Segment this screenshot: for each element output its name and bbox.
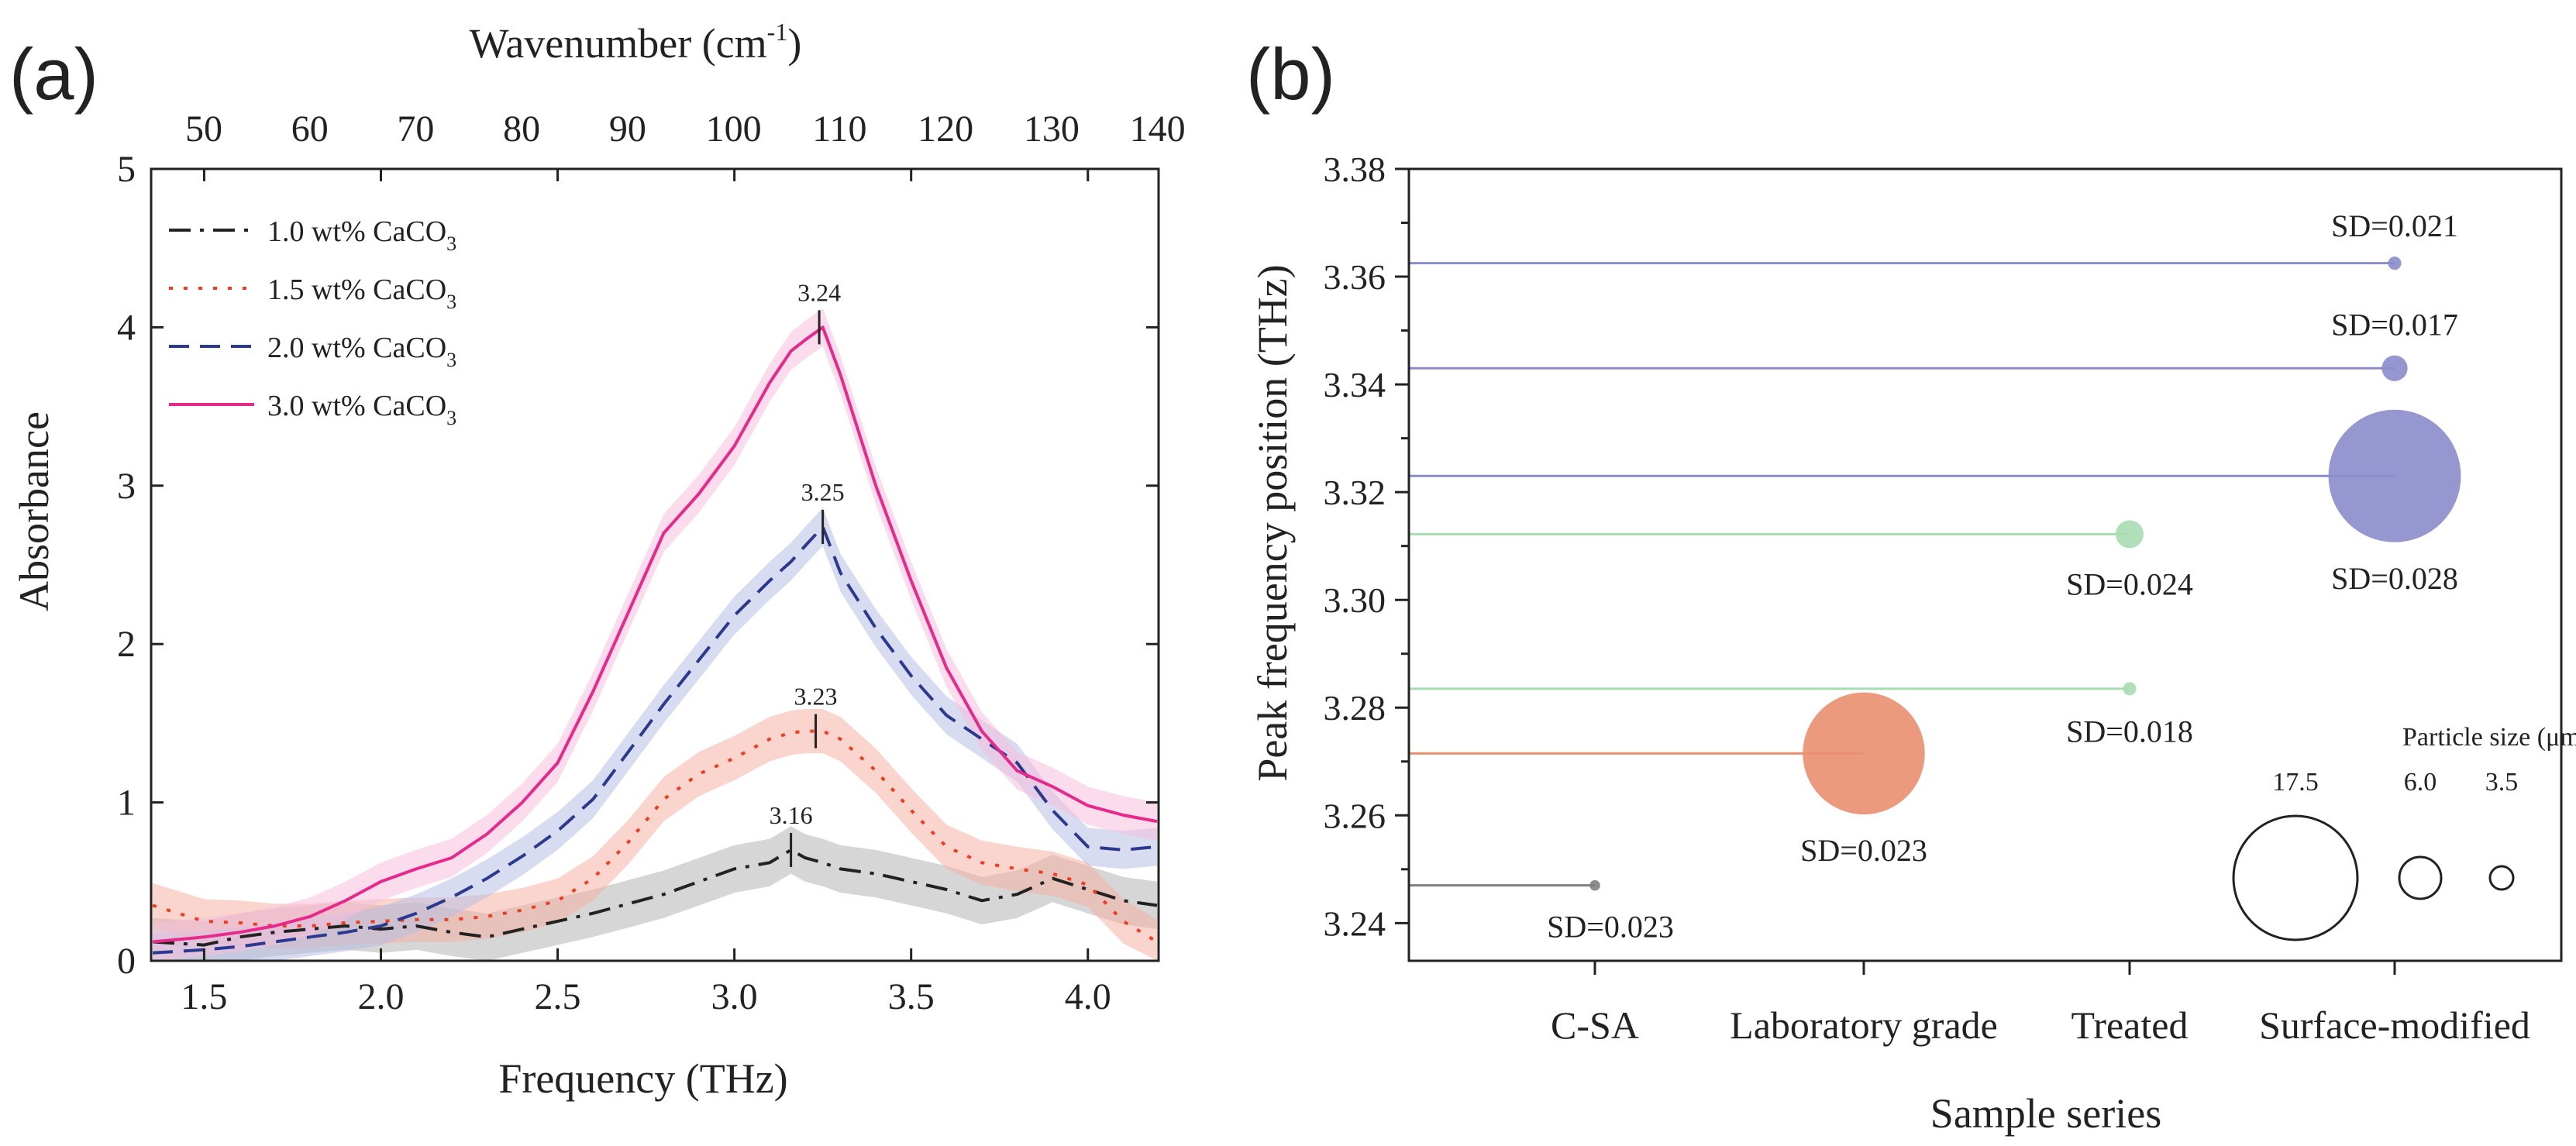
x-tick-label: 2.0 xyxy=(357,976,404,1017)
top-tick-label: 140 xyxy=(1130,108,1186,150)
peak-label: 3.23 xyxy=(794,683,838,711)
y-tick-label: 2 xyxy=(117,624,136,665)
panel-b-plot: SD=0.023 SD=0.023 SD=0.018 SD=0.024 SD=0.028… xyxy=(1324,150,2576,1047)
legend-label: 1.5 wt% CaCO3 xyxy=(267,274,456,313)
data-point xyxy=(1589,879,1600,891)
size-legend-circle xyxy=(2398,855,2443,900)
size-legend-title: Particle size (μm) xyxy=(2402,723,2576,752)
y-tick-label: 0 xyxy=(117,941,136,982)
legend-label-sub: 3 xyxy=(446,407,456,429)
series-line-0 xyxy=(152,848,1158,947)
legend-label: 2.0 wt% CaCO3 xyxy=(267,332,456,371)
top-tick-label: 50 xyxy=(185,108,222,150)
sd-label: SD=0.021 xyxy=(2331,208,2458,243)
legend-label-sub: 3 xyxy=(446,291,456,313)
top-tick-label: 130 xyxy=(1024,108,1080,150)
legend-label-text: 1.5 wt% CaCO xyxy=(267,274,446,306)
y-tick-label: 4 xyxy=(117,307,136,348)
top-tick-label: 100 xyxy=(706,108,762,150)
size-legend-label: 17.5 xyxy=(2272,768,2319,797)
sd-label: SD=0.028 xyxy=(2331,561,2458,596)
data-point xyxy=(2116,520,2144,549)
plot-frame xyxy=(1407,167,2563,962)
category-label: Surface-modified xyxy=(2259,1003,2530,1047)
panel-a-x-axis-title: Frequency (THz) xyxy=(498,1055,787,1102)
size-legend-label: 6.0 xyxy=(2404,768,2437,797)
y-tick-label: 1 xyxy=(117,783,136,824)
legend-label-text: 1.0 wt% CaCO xyxy=(267,215,446,248)
y-tick-label: 3.34 xyxy=(1324,365,1386,404)
size-legend-circle xyxy=(2232,814,2359,941)
y-tick-label: 3.32 xyxy=(1324,473,1386,512)
peak-label: 3.24 xyxy=(797,278,841,306)
panel-b-x-axis-title: Sample series xyxy=(1930,1090,2161,1137)
data-point xyxy=(1803,692,1925,815)
top-tick-label: 110 xyxy=(812,108,866,150)
top-tick-label: 120 xyxy=(918,108,973,150)
category-label: C-SA xyxy=(1551,1003,1639,1047)
y-tick-label: 3.24 xyxy=(1324,903,1386,943)
sd-label: SD=0.024 xyxy=(2066,566,2193,601)
data-point xyxy=(2381,355,2408,381)
panel-a-y-axis-title: Absorbance xyxy=(11,411,57,611)
series-line-3 xyxy=(152,325,1158,944)
size-legend-circle xyxy=(2488,865,2515,891)
sd-label: SD=0.023 xyxy=(1800,833,1927,868)
legend-label: 3.0 wt% CaCO3 xyxy=(267,390,456,429)
top-tick-label: 60 xyxy=(291,108,329,150)
panel-a-label: (a) xyxy=(9,33,98,115)
legend-label-sub: 3 xyxy=(446,349,456,371)
panel-b-label: (b) xyxy=(1246,33,1335,115)
top-tick-label: 90 xyxy=(609,108,646,150)
x-tick-label: 2.5 xyxy=(535,976,581,1017)
x-tick-label: 3.5 xyxy=(888,976,935,1017)
y-tick-label: 5 xyxy=(117,149,136,190)
x-tick-label: 4.0 xyxy=(1065,976,1111,1017)
series-line-1 xyxy=(152,729,1159,944)
y-tick-label: 3 xyxy=(117,466,136,507)
y-tick-label: 3.26 xyxy=(1324,796,1386,835)
legend-label-text: 2.0 wt% CaCO xyxy=(267,332,446,364)
size-legend-label: 3.5 xyxy=(2485,768,2519,797)
top-tick-label: 70 xyxy=(397,108,434,150)
sd-label: SD=0.023 xyxy=(1547,909,1674,944)
y-tick-label: 3.30 xyxy=(1324,580,1386,620)
peak-label: 3.25 xyxy=(801,478,845,506)
panel-b-y-axis-title: Peak frequency position (THz) xyxy=(1249,264,1296,781)
sd-label: SD=0.017 xyxy=(2331,308,2458,342)
x-tick-label: 3.0 xyxy=(711,976,758,1017)
data-point xyxy=(2123,682,2137,696)
legend-label-text: 3.0 wt% CaCO xyxy=(267,390,446,422)
legend-label: 1.0 wt% CaCO3 xyxy=(267,215,456,255)
sd-label: SD=0.018 xyxy=(2066,714,2193,749)
series-line-2 xyxy=(152,525,1158,955)
panel-a-plot: 3.163.233.253.241.5 2.0 2.5 3.0 3.5 4.050 60 70… xyxy=(117,108,1186,1017)
peak-label: 3.16 xyxy=(770,801,813,829)
legend-label-sub: 3 xyxy=(446,232,456,255)
category-label: Treated xyxy=(2071,1003,2189,1047)
data-point xyxy=(2328,409,2461,542)
y-tick-label: 3.28 xyxy=(1324,688,1386,728)
category-label: Laboratory grade xyxy=(1730,1003,1998,1047)
data-point xyxy=(2388,256,2402,270)
x-tick-label: 1.5 xyxy=(181,976,227,1017)
top-tick-label: 80 xyxy=(503,108,540,150)
panel-a-top-axis-title: Wavenumber (cm-1) xyxy=(470,18,802,67)
series-band-2 xyxy=(153,508,1157,961)
plot-frame xyxy=(150,167,1160,962)
y-tick-label: 3.38 xyxy=(1324,150,1386,189)
y-tick-label: 3.36 xyxy=(1324,257,1386,297)
